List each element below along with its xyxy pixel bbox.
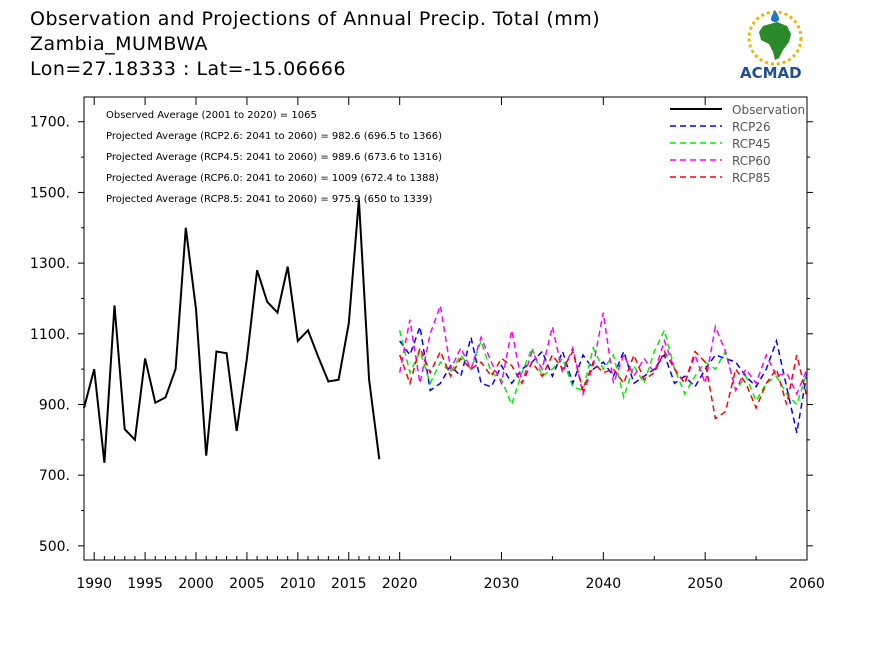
station-coordinates: Lon=27.18333 : Lat=-15.06666: [30, 58, 347, 80]
x-tick-label: 2010: [280, 576, 316, 592]
chart-title: Observation and Projections of Annual Pr…: [30, 8, 601, 30]
series-line-rcp45: [398, 328, 808, 407]
x-tick-label: 2050: [687, 576, 723, 592]
legend-label: RCP45: [732, 137, 771, 151]
annotation-text: Projected Average (RCP8.5: 2041 to 2060)…: [106, 194, 433, 205]
plot-frame: [83, 96, 808, 561]
legend-label: RCP85: [732, 171, 771, 185]
x-tick-label: 2015: [331, 576, 367, 592]
annotation-text: Projected Average (RCP2.6: 2041 to 2060)…: [106, 131, 442, 142]
station-name: Zambia_MUMBWA: [30, 33, 208, 55]
y-tick-label: 900.: [39, 397, 70, 413]
series-line-rcp60: [398, 305, 808, 397]
series-line-rcp85: [398, 345, 808, 420]
x-tick-label: 2060: [789, 576, 825, 592]
annotation-text: Observed Average (2001 to 2020) = 1065: [106, 110, 317, 121]
x-tick-label: 2030: [484, 576, 520, 592]
x-tick-label: 2000: [178, 576, 214, 592]
legend-label: Observation: [732, 103, 805, 117]
y-tick-label: 1300.: [30, 256, 70, 272]
annotation-text: Projected Average (RCP4.5: 2041 to 2060)…: [106, 152, 442, 163]
legend-label: RCP60: [732, 154, 771, 168]
x-tick-label: 1990: [76, 576, 112, 592]
series-line-observation: [83, 199, 381, 463]
y-tick-label: 500.: [39, 539, 70, 555]
y-tick-label: 1700.: [30, 115, 70, 131]
x-tick-label: 1995: [127, 576, 163, 592]
y-tick-label: 1500.: [30, 185, 70, 201]
annotation-text: Projected Average (RCP6.0: 2041 to 2060)…: [106, 173, 439, 184]
y-tick-label: 700.: [39, 468, 70, 484]
x-tick-label: 2005: [229, 576, 265, 592]
y-tick-label: 1100.: [30, 327, 70, 343]
x-tick-label: 2040: [586, 576, 622, 592]
series-line-rcp26: [399, 326, 808, 433]
logo-text: ACMAD: [740, 64, 802, 82]
acmad-logo: [747, 10, 803, 66]
legend-label: RCP26: [732, 120, 771, 134]
x-tick-label: 2020: [382, 576, 418, 592]
